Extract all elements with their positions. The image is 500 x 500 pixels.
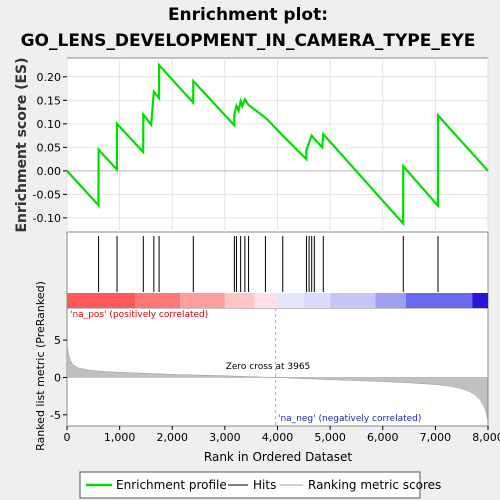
x-tick-label: 6,000 xyxy=(367,431,399,444)
es-tick-label: -0.10 xyxy=(33,212,61,225)
x-tick-label: 5,000 xyxy=(314,431,346,444)
pos-correlated-label: 'na_pos' (positively correlated) xyxy=(70,310,208,320)
zero-cross-label: Zero cross at 3965 xyxy=(226,362,311,372)
es-y-ticks: -0.10 -0.05 0.00 0.05 0.10 0.15 0.20 xyxy=(33,71,67,225)
ranking-metric-area xyxy=(66,345,488,419)
colorbar-segment xyxy=(180,293,225,308)
x-tick-label: 3,000 xyxy=(209,431,241,444)
es-tick-label: 0.05 xyxy=(37,141,62,154)
legend-metric-label: Ranking metric scores xyxy=(308,478,441,492)
colorbar-segment xyxy=(277,293,304,308)
es-tick-label: -0.05 xyxy=(33,188,61,201)
rank-y-ticks: -5 0 5 xyxy=(50,334,67,422)
plot-title-line1: Enrichment plot: xyxy=(168,5,328,25)
x-tick-label: 8,000 xyxy=(472,431,500,444)
rank-y-axis-label: Ranked list metric (PreRanked) xyxy=(34,281,47,451)
legend-box xyxy=(79,471,421,499)
es-tick-label: 0.15 xyxy=(37,94,62,107)
x-axis-ticks: 0 1,000 2,000 3,000 4,000 5,000 6,000 7,000 8,00… xyxy=(64,426,500,444)
colorbar-segment xyxy=(330,293,376,308)
ranking-colorbar xyxy=(67,293,488,308)
es-tick-label: 0.20 xyxy=(37,71,62,84)
colorbar-segment xyxy=(224,293,255,308)
x-tick-label: 0 xyxy=(64,431,71,444)
enrichment-profile-line xyxy=(66,62,489,227)
colorbar-segment xyxy=(472,293,488,308)
hit-marks xyxy=(98,236,439,292)
legend-profile-label: Enrichment profile xyxy=(116,478,227,492)
legend-hits-label: Hits xyxy=(253,478,276,492)
rank-tick-label: 5 xyxy=(54,334,61,347)
colorbar-segment xyxy=(135,293,181,308)
es-gridlines xyxy=(66,58,489,232)
x-tick-label: 1,000 xyxy=(104,431,136,444)
es-tick-label: 0.10 xyxy=(37,118,62,131)
x-tick-label: 7,000 xyxy=(420,431,452,444)
x-axis-label: Rank in Ordered Dataset xyxy=(204,450,352,464)
colorbar-segment xyxy=(67,293,136,308)
neg-correlated-label: 'na_neg' (negatively correlated) xyxy=(278,414,421,424)
colorbar-segment xyxy=(254,293,278,308)
x-tick-label: 2,000 xyxy=(157,431,189,444)
colorbar-segment xyxy=(375,293,406,308)
plot-title-line2: GO_LENS_DEVELOPMENT_IN_CAMERA_TYPE_EYE xyxy=(21,31,476,51)
colorbar-segment xyxy=(303,293,331,308)
es-y-axis-label: Enrichment score (ES) xyxy=(14,57,30,232)
rank-tick-label: 0 xyxy=(54,371,61,384)
x-tick-label: 4,000 xyxy=(262,431,294,444)
colorbar-segment xyxy=(405,293,473,308)
es-tick-label: 0.00 xyxy=(37,165,62,178)
rank-tick-label: -5 xyxy=(50,409,61,422)
